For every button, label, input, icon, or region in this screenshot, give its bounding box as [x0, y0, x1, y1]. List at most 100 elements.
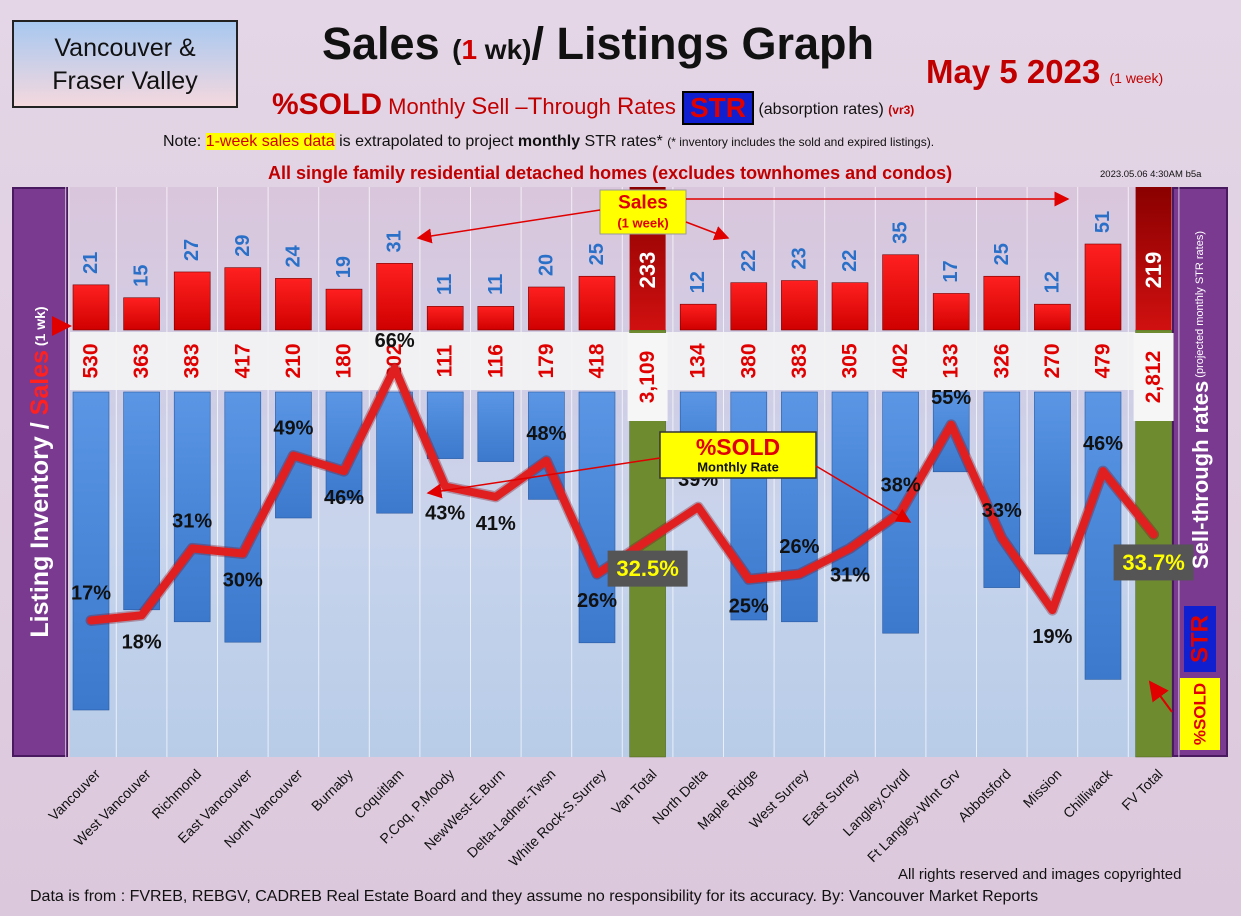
sold-pct-label: 26%	[779, 536, 819, 558]
sales-value-label: 11	[434, 274, 456, 295]
str-badge: STR	[682, 91, 754, 126]
scope-line: All single family residential detached h…	[268, 163, 953, 183]
left-axis-label: Listing Inventory / Sales (1 wk)	[26, 306, 54, 637]
total-sold-label: 32.5%	[616, 556, 678, 581]
inventory-bar	[376, 391, 413, 514]
subtitle-ates: ates	[634, 94, 682, 119]
sold-pct-label: 18%	[122, 631, 162, 653]
sales-value-label: 21	[80, 252, 102, 274]
note-footnote: (* inventory includes the sold and expir…	[667, 135, 935, 149]
category-label: Delta-Ladner-Twsn	[464, 766, 559, 861]
inventory-bar	[224, 391, 262, 643]
sales-value-label: 25	[586, 243, 608, 265]
data-source-note: Data is from : FVREB, REBGV, CADREB Real…	[30, 888, 1039, 905]
inventory-value-label: 116	[484, 344, 507, 378]
subtitle-version: (vr3)	[888, 103, 915, 117]
inventory-bar	[477, 391, 515, 462]
sold-pct-label: 46%	[324, 487, 364, 509]
timestamp: 2023.05.06 4:30AM b5a	[1100, 169, 1202, 180]
sold-pct-label: 33%	[982, 500, 1022, 522]
right-sold-badge-bg	[1180, 678, 1220, 750]
right-sold-arrow	[1148, 680, 1173, 713]
sales-value-label: 17	[940, 260, 962, 282]
inventory-bar	[123, 391, 160, 611]
note-middle: is extrapolated to project	[334, 133, 518, 150]
note-highlight: 1-week sales data	[205, 133, 335, 150]
title-paren: (	[452, 34, 462, 65]
sold-pct-label: 55%	[931, 387, 971, 409]
sales-value-label: 12	[687, 271, 709, 293]
sales-bar	[528, 286, 565, 331]
sales-value-label: 23	[788, 247, 810, 269]
sold-pct-label: 17%	[71, 582, 111, 604]
chart-subtitle: %SOLD Monthly Sell –Through Rates STR (a…	[272, 88, 915, 126]
category-label: White Rock-S.Surrey	[505, 766, 609, 870]
sales-bar	[123, 297, 160, 331]
inventory-bar	[72, 391, 110, 711]
sales-bar	[831, 282, 869, 331]
sales-bar	[325, 288, 363, 331]
sold-pct-label: 38%	[881, 474, 921, 496]
right-str-badge: STR	[1187, 615, 1214, 663]
inventory-value-label: 402	[889, 343, 912, 378]
sales-callout-arrow	[685, 221, 730, 241]
sales-callout-label: Sales	[618, 193, 668, 214]
total-sold-label-bg	[1113, 544, 1194, 581]
sales-bar	[72, 284, 110, 331]
report-date: May 5 2023 (1 week)	[926, 53, 1163, 91]
sales-bar	[224, 267, 262, 331]
sales-callout-arrow	[416, 209, 601, 244]
sales-bar	[275, 278, 312, 331]
sales-callout-box	[599, 189, 687, 235]
category-label: Chilliwack	[1060, 765, 1116, 821]
sales-value-label: 11	[485, 274, 507, 295]
sold-callout-box	[659, 431, 817, 479]
inventory-value-label: 479	[1092, 343, 1115, 378]
sales-value-label: 12	[1041, 271, 1063, 293]
subtitle-monthly: Monthly	[382, 94, 472, 119]
sales-bar	[376, 263, 413, 331]
sold-pct-label: 46%	[1083, 433, 1123, 455]
sales-value-label: 22	[839, 250, 861, 272]
sales-bar	[1084, 243, 1122, 331]
date-text: May 5 2023	[926, 53, 1101, 90]
sold-pct-label: 41%	[476, 513, 516, 535]
total-sold-label-bg	[607, 550, 688, 587]
sales-bar	[679, 303, 717, 331]
inventory-value-label: 2,812	[1142, 351, 1165, 404]
inventory-bar	[426, 391, 464, 459]
note-prefix: Note:	[163, 133, 206, 150]
sold-pct-label: 25%	[729, 595, 769, 617]
sales-value-label: 19	[333, 256, 355, 278]
sales-bar	[932, 293, 970, 331]
sales-bar	[882, 254, 919, 331]
inventory-bar	[578, 391, 616, 644]
sales-bar	[173, 271, 211, 331]
subtitle-ell: ell –	[487, 94, 528, 119]
category-label: FV Total	[1118, 766, 1165, 813]
note-line: Note: 1-week sales data is extrapolated …	[163, 133, 934, 151]
category-label: Mission	[1020, 766, 1065, 811]
sold-callout-sub: Monthly Rate	[697, 460, 779, 475]
sales-value-label: 29	[232, 235, 254, 257]
inventory-bar	[1034, 391, 1071, 555]
copyright-note: All rights reserved and images copyright…	[898, 866, 1182, 883]
inventory-value-label: 530	[80, 343, 103, 378]
inventory-value-label: 326	[990, 343, 1013, 378]
date-note: (1 week)	[1109, 70, 1164, 86]
subtitle-t: T	[527, 93, 543, 120]
sold-pct-label: 43%	[425, 503, 465, 525]
sold-callout-arrow	[426, 457, 661, 499]
inventory-value-label: 180	[333, 343, 356, 378]
region-line-2: Fraser Valley	[52, 67, 198, 95]
sales-value-label: 25	[991, 243, 1013, 265]
right-sold-badge: %SOLD	[1191, 683, 1210, 745]
inventory-value-label: 380	[737, 343, 760, 378]
sales-value-label: 24	[282, 244, 304, 267]
category-label: Ft Langley-Wlnt Grv	[864, 766, 963, 865]
inventory-value-label: 305	[839, 343, 862, 378]
category-label: Van Total	[608, 766, 660, 818]
inventory-value-label: 417	[231, 343, 254, 378]
